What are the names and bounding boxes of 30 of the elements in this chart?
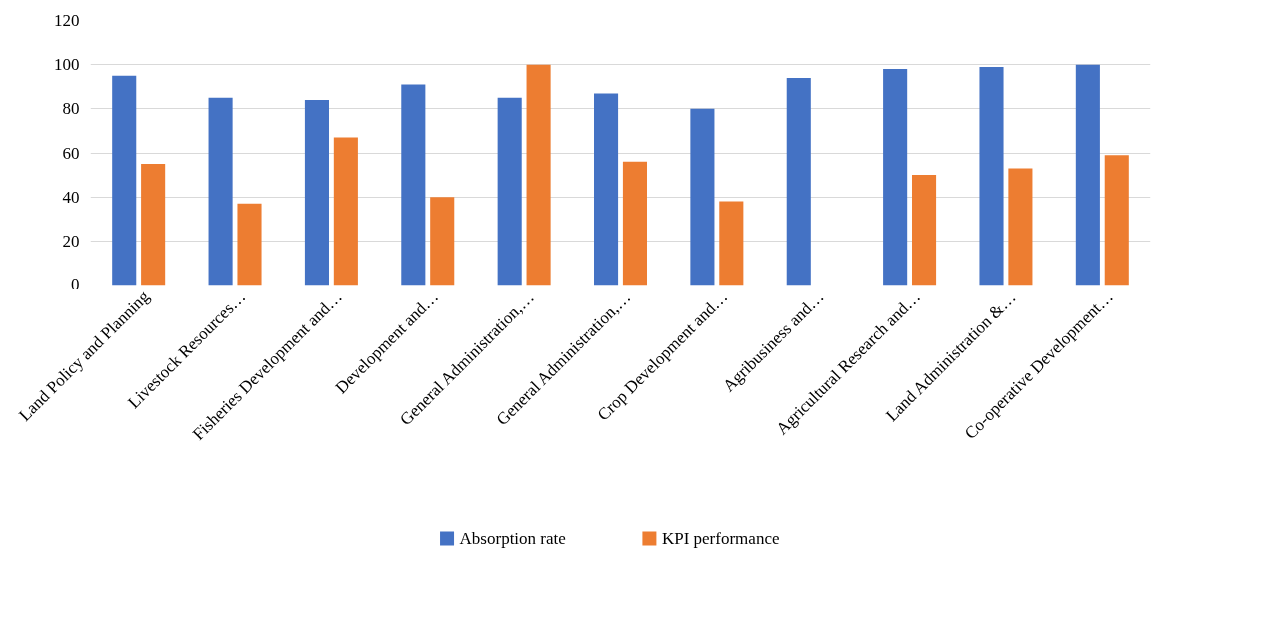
y-tick-label: 100 — [54, 55, 80, 75]
bar — [979, 66, 1004, 286]
bar — [208, 97, 233, 286]
y-tick-label: 40 — [62, 187, 80, 207]
bar — [622, 161, 647, 286]
legend-label: Absorption rate — [459, 529, 566, 549]
bar — [1104, 155, 1129, 286]
bar — [719, 201, 744, 286]
y-tick-label: 0 — [71, 274, 80, 294]
y-tick-label: 120 — [54, 11, 80, 30]
bar — [883, 69, 908, 286]
bar — [690, 108, 715, 286]
legend-label: KPI performance — [661, 529, 780, 549]
bar — [786, 77, 811, 286]
bar — [141, 164, 166, 286]
bar — [594, 93, 619, 286]
bar — [112, 75, 137, 286]
bar — [497, 97, 522, 286]
bar — [430, 197, 455, 286]
bar — [237, 203, 262, 286]
y-tick-label: 60 — [62, 143, 80, 163]
y-tick-label: 80 — [62, 99, 80, 119]
bar — [1008, 168, 1033, 286]
bar — [333, 137, 358, 286]
bar — [1075, 64, 1100, 286]
bar — [304, 100, 329, 286]
bar — [912, 175, 937, 286]
bar — [526, 64, 551, 286]
bar — [401, 84, 426, 286]
y-tick-label: 20 — [62, 231, 80, 251]
